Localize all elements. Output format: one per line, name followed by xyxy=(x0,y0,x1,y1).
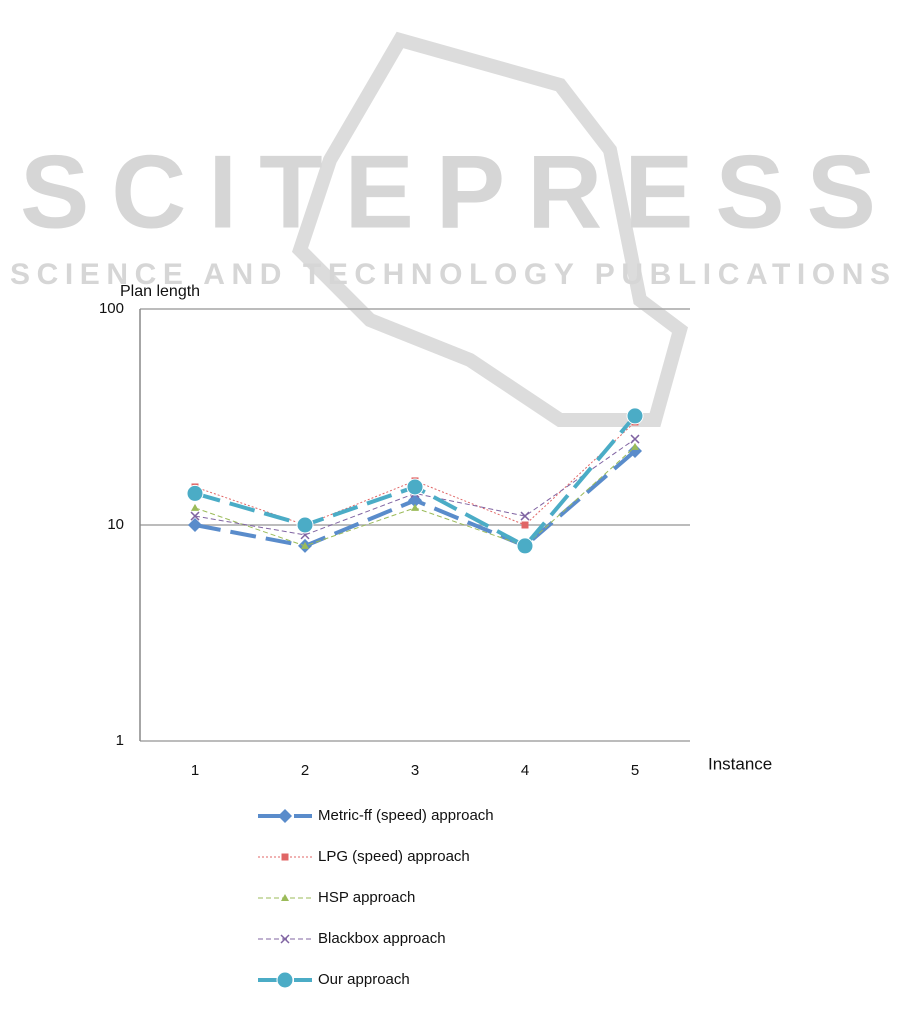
legend-marker xyxy=(276,971,294,989)
point xyxy=(516,537,534,555)
legend-label: Our approach xyxy=(318,971,410,988)
point xyxy=(520,511,530,521)
point xyxy=(406,478,424,496)
series-line xyxy=(194,421,636,526)
y-tick-label: 1 xyxy=(116,732,124,749)
watermark: SCITEPRESS SCIENCE AND TECHNOLOGY PUBLIC… xyxy=(10,31,890,427)
x-axis-label: Instance xyxy=(708,754,772,773)
x-tick-label: 1 xyxy=(191,762,199,779)
point xyxy=(630,434,640,444)
y-tick-label: 100 xyxy=(99,300,124,317)
watermark-book xyxy=(291,31,689,427)
legend-marker xyxy=(280,934,290,944)
point xyxy=(186,484,204,502)
y-axis-label: Plan length xyxy=(120,283,200,300)
point xyxy=(296,516,314,534)
point xyxy=(301,541,309,549)
legend-marker xyxy=(281,853,289,861)
legend-marker xyxy=(278,809,292,823)
point xyxy=(191,503,199,511)
point xyxy=(411,503,419,511)
y-tick-label: 10 xyxy=(107,516,124,533)
legend-label: Blackbox approach xyxy=(318,930,446,947)
point xyxy=(628,444,642,459)
x-tick-label: 3 xyxy=(411,762,419,779)
point xyxy=(631,442,639,450)
point xyxy=(190,511,200,521)
point xyxy=(521,521,529,529)
legend-label: HSP approach xyxy=(318,889,415,906)
point xyxy=(188,518,202,532)
x-tick-label: 4 xyxy=(521,762,529,779)
point xyxy=(626,407,644,425)
x-tick-label: 2 xyxy=(301,762,309,779)
x-tick-label: 5 xyxy=(631,762,639,779)
legend-label: Metric-ff (speed) approach xyxy=(318,807,494,824)
legend-marker xyxy=(281,894,289,901)
series-line xyxy=(194,438,636,536)
watermark-title: SCITEPRESS xyxy=(20,134,880,250)
legend-label: LPG (speed) approach xyxy=(318,848,470,865)
